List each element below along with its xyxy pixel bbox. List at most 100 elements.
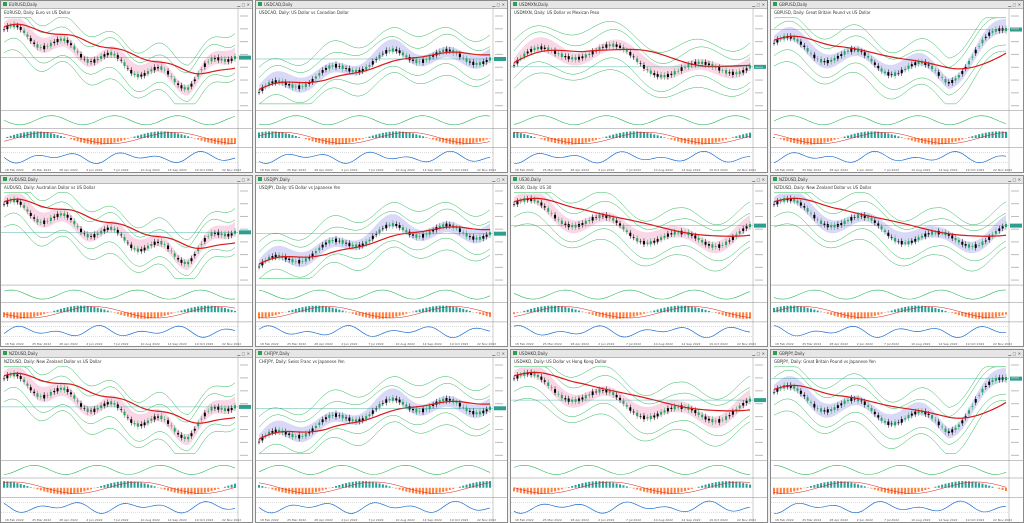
histogram-bar — [13, 134, 16, 138]
window-titlebar[interactable]: USDJPY,Daily ▁ ▢ ✕ — [256, 176, 507, 184]
window-controls[interactable]: ▁ ▢ ✕ — [237, 351, 250, 356]
window-titlebar[interactable]: NZDUSD,Daily ▁ ▢ ✕ — [771, 176, 1023, 184]
window-controls[interactable]: ▁ ▢ ✕ — [237, 2, 250, 7]
price-chart[interactable]: USDMXN, Daily: US Dollar vs Mexican Peso… — [511, 8, 767, 172]
time-label: 22 Nov 2022 — [477, 518, 496, 522]
price-chart[interactable]: NZDUSD, Daily: New Zealand Dollar vs US … — [1, 357, 252, 522]
histogram-bar — [43, 312, 46, 315]
histogram-bar — [900, 487, 903, 495]
chart-window[interactable]: CHFJPY,Daily ▁ ▢ ✕ CHFJPY, Daily: Swiss Fr… — [255, 349, 508, 523]
candle-body — [23, 205, 26, 208]
candle-body — [773, 392, 775, 393]
histogram-bar — [49, 487, 52, 494]
chart-window[interactable]: AUDUSD,Daily ▁ ▢ ✕ AUDUSD, Daily: Australi… — [0, 175, 253, 347]
candle-body — [813, 214, 816, 219]
time-label: 18 Feb 2022 — [775, 168, 794, 172]
window-titlebar[interactable]: USDCAD,Daily ▁ ▢ ✕ — [256, 1, 507, 9]
window-titlebar[interactable]: CHFJPY,Daily ▁ ▢ ✕ — [256, 350, 507, 358]
histogram-bar — [704, 138, 707, 145]
histogram-bar — [853, 312, 856, 319]
price-chart[interactable]: CHFJPY, Daily: Swiss Franc vs Japanese Y… — [256, 357, 507, 522]
window-controls[interactable]: ▁ ▢ ✕ — [492, 177, 505, 182]
histogram-bar — [927, 487, 930, 489]
price-chart[interactable]: GBPJPY, Daily: Great Britain Pound vs Ja… — [771, 357, 1023, 522]
window-controls[interactable]: ▁ ▢ ✕ — [752, 2, 765, 7]
window-titlebar[interactable]: US30,Daily ▁ ▢ ✕ — [511, 176, 767, 184]
candle-body — [103, 228, 106, 232]
window-controls[interactable]: ▁ ▢ ✕ — [1008, 177, 1021, 182]
chart-window[interactable]: GBPUSD,Daily ▁ ▢ ✕ GBPUSD, Daily: Great Br… — [770, 0, 1024, 173]
window-titlebar[interactable]: USDHKD,Daily ▁ ▢ ✕ — [511, 350, 767, 358]
envelope-band — [773, 223, 1007, 272]
histogram-bar — [271, 131, 274, 138]
histogram-bar — [123, 138, 126, 140]
candle-body — [193, 428, 196, 431]
histogram-bar — [180, 310, 183, 313]
candle-body — [860, 400, 863, 402]
chart-window[interactable]: USDCAD,Daily ▁ ▢ ✕ USDCAD, Daily: US Dolla… — [255, 0, 508, 173]
window-title: US30,Daily — [519, 177, 541, 182]
price-chart[interactable]: AUDUSD, Daily: Australian Dollar vs US D… — [1, 183, 252, 346]
window-controls[interactable]: ▁ ▢ ✕ — [237, 177, 250, 182]
window-controls[interactable]: ▁ ▢ ✕ — [752, 351, 765, 356]
price-chart[interactable]: GBPUSD, Daily: Great Britain Pound vs US… — [771, 8, 1023, 172]
histogram-bar — [697, 138, 700, 145]
histogram-bar — [126, 312, 129, 317]
candle-body — [294, 86, 297, 88]
histogram-bar — [910, 305, 913, 313]
price-tick — [1011, 254, 1019, 256]
indicator-line — [773, 289, 1007, 300]
window-controls[interactable]: ▁ ▢ ✕ — [1008, 351, 1021, 356]
chart-window[interactable]: NZDUSD,Daily ▁ ▢ ✕ NZDUSD, Daily: New Zeal… — [0, 349, 253, 523]
price-chart[interactable]: NZDUSD, Daily: New Zealand Dollar vs US … — [771, 183, 1023, 346]
candle-body — [398, 225, 401, 228]
chart-window[interactable]: NZDUSD,Daily ▁ ▢ ✕ NZDUSD, Daily: New Zeal… — [770, 175, 1024, 347]
window-title: NZDUSD,Daily — [9, 351, 38, 356]
candle-body — [462, 232, 465, 234]
histogram-bar — [368, 312, 371, 319]
candle-body — [318, 422, 321, 426]
window-titlebar[interactable]: EURUSD,Daily ▁ ▢ ✕ — [1, 1, 252, 9]
window-titlebar[interactable]: GBPJPY,Daily ▁ ▢ ✕ — [771, 350, 1023, 358]
chart-window[interactable]: USDHKD,Daily ▁ ▢ ✕ USDHKD, Daily: US Dolla… — [510, 349, 768, 523]
price-chart[interactable]: USDHKD, Daily: US Dollar vs Hong Kong Do… — [511, 357, 767, 522]
chart-window[interactable]: USDJPY,Daily ▁ ▢ ✕ USDJPY, Daily: US Dolla… — [255, 175, 508, 347]
price-chart[interactable]: USDCAD, Daily: US Dollar vs Canadian Dol… — [256, 8, 507, 172]
histogram-bar — [567, 487, 570, 488]
envelope-band — [258, 63, 491, 105]
window-controls[interactable]: ▁ ▢ ✕ — [1008, 2, 1021, 7]
price-tick — [1011, 79, 1019, 81]
candle-body — [660, 237, 663, 240]
time-label: 10 Aug 2022 — [911, 342, 930, 346]
window-titlebar[interactable]: GBPUSD,Daily ▁ ▢ ✕ — [771, 1, 1023, 9]
window-controls[interactable]: ▁ ▢ ✕ — [492, 351, 505, 356]
histogram-bar — [793, 138, 796, 144]
candle-body — [519, 374, 522, 376]
window-controls[interactable]: ▁ ▢ ✕ — [752, 177, 765, 182]
histogram-bar — [684, 487, 687, 492]
ichimoku-cloud — [259, 388, 490, 444]
window-controls[interactable]: ▁ ▢ ✕ — [492, 2, 505, 7]
histogram-bar — [646, 487, 649, 493]
window-titlebar[interactable]: AUDUSD,Daily ▁ ▢ ✕ — [1, 176, 252, 184]
histogram-bar — [934, 307, 937, 313]
price-chart[interactable]: USDJPY, Daily: US Dollar vs Japanese Yen… — [256, 183, 507, 346]
candle-body — [830, 225, 833, 228]
chart-window[interactable]: USDMXN,Daily ▁ ▢ ✕ USDMXN, Daily: US Dolla… — [510, 0, 768, 173]
histogram-bar — [183, 135, 186, 138]
chart-window[interactable]: EURUSD,Daily ▁ ▢ ✕ EURUSD, Daily: Euro vs … — [0, 0, 253, 173]
candle-body — [853, 398, 856, 400]
candle-body — [687, 63, 690, 68]
chart-window[interactable]: US30,Daily ▁ ▢ ✕ US30, Daily: US 30 18 Feb … — [510, 175, 768, 347]
window-titlebar[interactable]: USDMXN,Daily ▁ ▢ ✕ — [511, 1, 767, 9]
histogram-bar — [445, 138, 448, 144]
chart-window[interactable]: GBPJPY,Daily ▁ ▢ ✕ GBPJPY, Daily: Great Br… — [770, 349, 1024, 523]
histogram-bar — [338, 309, 341, 313]
indicator-line — [3, 115, 236, 126]
candle-body — [146, 245, 149, 249]
window-titlebar[interactable]: NZDUSD,Daily ▁ ▢ ✕ — [1, 350, 252, 358]
histogram-bar — [639, 487, 642, 491]
candle-body — [73, 395, 76, 399]
